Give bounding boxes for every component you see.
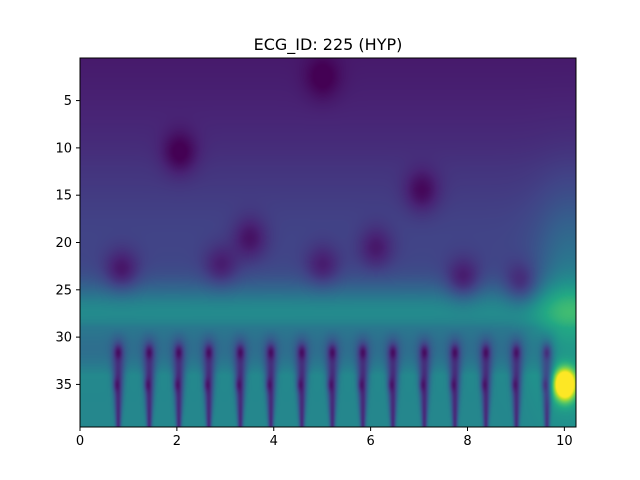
heatmap-canvas (80, 58, 576, 427)
y-tick-label: 20 (55, 236, 72, 251)
x-tick-label: 4 (270, 434, 278, 449)
y-tick-label: 25 (55, 283, 72, 298)
x-tick-label: 2 (173, 434, 181, 449)
y-axis: 5 10 15 20 25 30 35 (55, 94, 80, 393)
y-tick-label: 15 (55, 189, 72, 204)
x-tick-label: 6 (366, 434, 374, 449)
x-tick-label: 0 (76, 434, 84, 449)
heatmap-area (80, 58, 576, 427)
y-tick-label: 5 (64, 94, 72, 109)
x-axis: 0 2 4 6 8 10 (76, 427, 573, 449)
x-tick-label: 8 (463, 434, 471, 449)
y-tick-label: 10 (55, 141, 72, 156)
x-tick-label: 10 (556, 434, 573, 449)
chart-title: ECG_ID: 225 (HYP) (254, 35, 403, 55)
y-tick-label: 35 (55, 378, 72, 393)
y-tick-label: 30 (55, 331, 72, 346)
